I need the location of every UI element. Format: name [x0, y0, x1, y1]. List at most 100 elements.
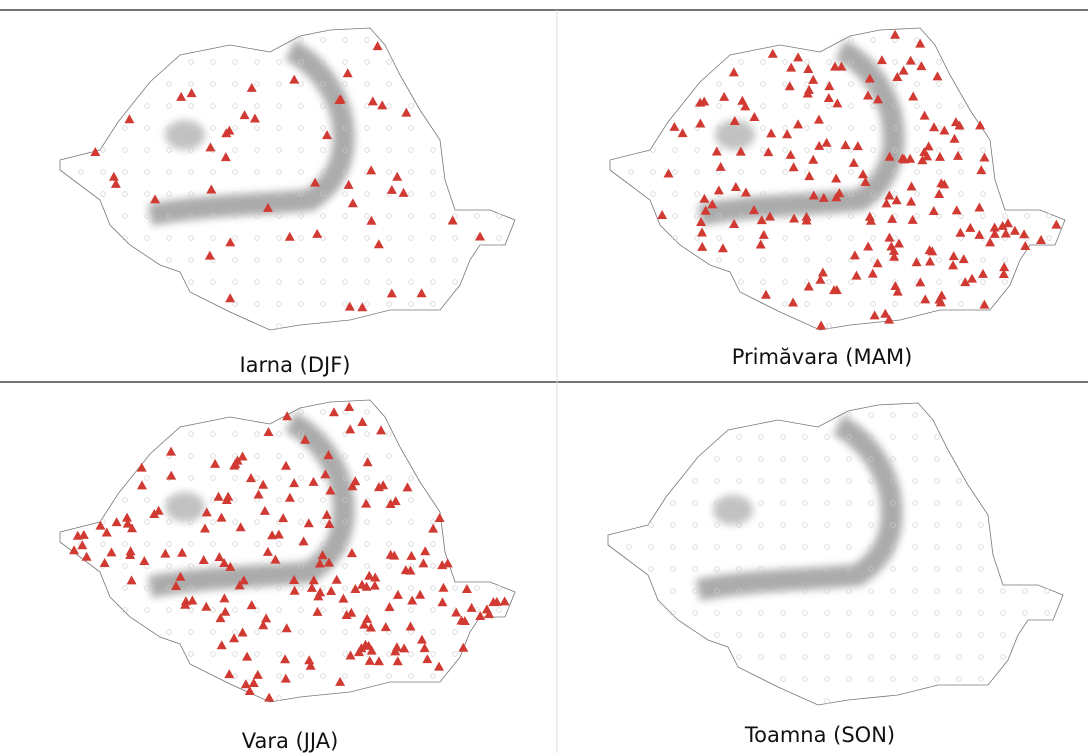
station [825, 501, 830, 506]
station [365, 608, 370, 613]
station [387, 82, 392, 87]
significant-station [873, 258, 883, 267]
station [233, 236, 238, 241]
significant-station [220, 607, 230, 616]
station [497, 236, 502, 241]
station [781, 501, 786, 506]
station [189, 542, 194, 547]
significant-station [112, 517, 122, 526]
station [847, 523, 852, 528]
station [781, 655, 786, 660]
station [1047, 236, 1052, 241]
station [211, 170, 216, 175]
station [759, 611, 764, 616]
station [871, 302, 876, 307]
station [299, 410, 304, 415]
station [365, 302, 370, 307]
station [781, 523, 786, 528]
station [783, 126, 788, 131]
station [849, 236, 854, 241]
significant-station [906, 197, 916, 206]
station [343, 674, 348, 679]
station [869, 479, 874, 484]
station [387, 652, 392, 657]
station [343, 586, 348, 591]
station [167, 236, 172, 241]
station [365, 148, 370, 153]
significant-station [952, 205, 962, 214]
station [365, 564, 370, 569]
station [431, 214, 436, 219]
significant-station [925, 256, 935, 265]
station [805, 302, 810, 307]
station [915, 302, 920, 307]
station [343, 214, 348, 219]
station [431, 586, 436, 591]
significant-station [417, 288, 427, 297]
station [277, 432, 282, 437]
station [255, 82, 260, 87]
significant-station [438, 583, 448, 592]
station [365, 236, 370, 241]
station [935, 435, 940, 440]
station [957, 567, 962, 572]
significant-station [908, 91, 918, 100]
significant-station [187, 88, 197, 97]
significant-station [406, 551, 416, 560]
station [211, 432, 216, 437]
station [915, 236, 920, 241]
station [211, 82, 216, 87]
significant-station [870, 310, 880, 319]
station [123, 170, 128, 175]
station [409, 476, 414, 481]
significant-station [304, 655, 314, 664]
station [959, 214, 964, 219]
caption: Primăvara (MAM) [732, 345, 913, 369]
station [365, 214, 370, 219]
station [321, 410, 326, 415]
station [937, 280, 942, 285]
station [957, 479, 962, 484]
station [299, 126, 304, 131]
station [453, 236, 458, 241]
significant-station [278, 513, 288, 522]
station [255, 302, 260, 307]
station [277, 236, 282, 241]
station [825, 523, 830, 528]
significant-station [749, 112, 759, 121]
station [1025, 214, 1030, 219]
significant-station [916, 61, 926, 70]
station [145, 586, 150, 591]
significant-station [467, 603, 477, 612]
station [935, 523, 940, 528]
station [935, 611, 940, 616]
station [847, 655, 852, 660]
station [299, 280, 304, 285]
station [255, 104, 260, 109]
station [167, 564, 172, 569]
station [761, 104, 766, 109]
station [805, 258, 810, 263]
significant-station [264, 693, 274, 702]
station [627, 545, 632, 550]
significant-station [370, 581, 380, 590]
station [871, 236, 876, 241]
significant-station [332, 575, 342, 584]
station [321, 104, 326, 109]
station [211, 476, 216, 481]
station [431, 564, 436, 569]
station [671, 567, 676, 572]
significant-station [849, 158, 859, 167]
station [189, 280, 194, 285]
station [453, 630, 458, 635]
station [299, 630, 304, 635]
significant-station [434, 662, 444, 671]
significant-station [242, 652, 252, 661]
station [827, 280, 832, 285]
station [1001, 589, 1006, 594]
station [167, 82, 172, 87]
station [847, 545, 852, 550]
significant-station [225, 293, 235, 302]
station [299, 82, 304, 87]
station [803, 457, 808, 462]
